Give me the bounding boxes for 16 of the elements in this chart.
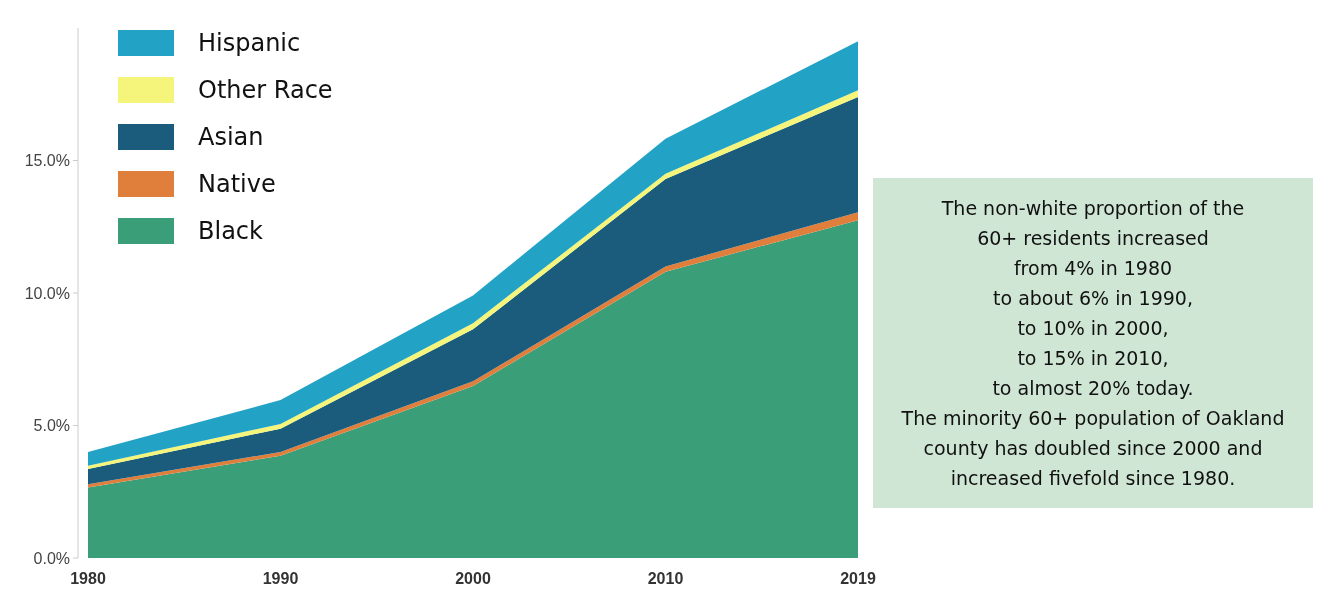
y-tick-label: 0.0% — [33, 549, 70, 567]
y-tick-label: 5.0% — [33, 417, 70, 435]
annotation: The non-white proportion of the 60+ residents increased from 4% in 1980 to about 6% in 1990, to 10% in 2000, to 15% in 2010, to almost 20% today. — [940, 196, 1245, 399]
annotation: The minority 60+ population of Oakland county has doubled since 2000 and increased fivefold since 1980. — [900, 406, 1285, 489]
y-tick-label: 10.0% — [24, 284, 70, 302]
legend-label: Hispanic — [198, 29, 301, 58]
legend-label: Asian — [198, 123, 264, 152]
x-tick-label: 1980 — [70, 570, 106, 587]
x-tick-label: 2000 — [455, 570, 491, 587]
legend-label: Other Race — [198, 76, 333, 105]
x-tick-label: 2019 — [840, 570, 876, 587]
y-tick-label: 15.0% — [24, 152, 70, 170]
x-tick-label: 2010 — [647, 570, 684, 587]
legend-label: Black — [198, 217, 264, 246]
legend-label: Native — [198, 170, 276, 199]
x-tick-label: 1990 — [262, 570, 299, 587]
